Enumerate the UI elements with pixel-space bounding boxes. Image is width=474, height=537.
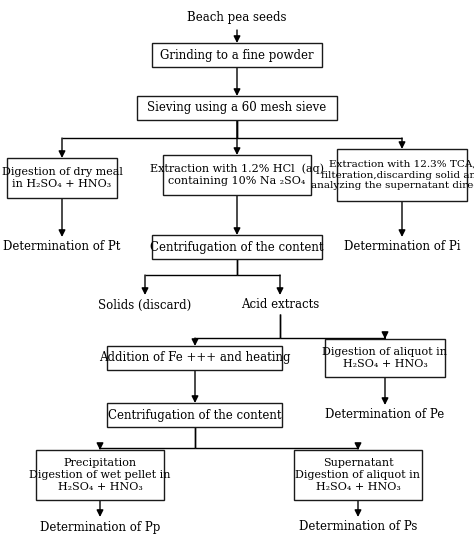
Bar	[108, 346, 283, 370]
Bar	[108, 403, 283, 427]
Bar	[163, 155, 311, 195]
Text: Precipitation
Digestion of wet pellet in
H₂SO₄ + HNO₃: Precipitation Digestion of wet pellet in…	[29, 459, 171, 491]
Text: Determination of Pe: Determination of Pe	[325, 409, 445, 422]
Text: Determination of Pt: Determination of Pt	[3, 241, 121, 253]
Text: Sieving using a 60 mesh sieve: Sieving using a 60 mesh sieve	[147, 101, 327, 114]
Bar	[137, 96, 337, 120]
Bar	[325, 339, 445, 377]
Text: Extraction with 1.2% HCl  (aq)
containing 10% Na ₂SO₄: Extraction with 1.2% HCl (aq) containing…	[150, 164, 324, 186]
Text: Grinding to a fine powder: Grinding to a fine powder	[160, 48, 314, 62]
Text: Digestion of dry meal
in H₂SO₄ + HNO₃: Digestion of dry meal in H₂SO₄ + HNO₃	[1, 167, 122, 189]
Text: Acid extracts: Acid extracts	[241, 299, 319, 311]
Text: Beach pea seeds: Beach pea seeds	[187, 11, 287, 25]
Text: Determination of Pp: Determination of Pp	[40, 520, 160, 533]
Bar	[152, 43, 322, 67]
Text: Solids (discard): Solids (discard)	[99, 299, 191, 311]
Bar	[152, 235, 322, 259]
Bar	[7, 158, 117, 198]
Bar	[36, 450, 164, 500]
Text: Centrifugation of the content: Centrifugation of the content	[150, 241, 324, 253]
Text: Extraction with 12.3% TCA,
filteration,discarding solid and
analyzing the supern: Extraction with 12.3% TCA, filteration,d…	[311, 160, 474, 190]
Text: Digestion of aliquot in
H₂SO₄ + HNO₃: Digestion of aliquot in H₂SO₄ + HNO₃	[322, 347, 447, 369]
Bar	[337, 149, 467, 201]
Text: Addition of Fe +++ and heating: Addition of Fe +++ and heating	[99, 352, 291, 365]
Text: Centrifugation of the content: Centrifugation of the content	[108, 409, 282, 422]
Text: Determination of Pi: Determination of Pi	[344, 241, 460, 253]
Bar	[294, 450, 422, 500]
Text: Determination of Ps: Determination of Ps	[299, 520, 417, 533]
Text: Supernatant
Digestion of aliquot in
H₂SO₄ + HNO₃: Supernatant Digestion of aliquot in H₂SO…	[295, 459, 420, 491]
